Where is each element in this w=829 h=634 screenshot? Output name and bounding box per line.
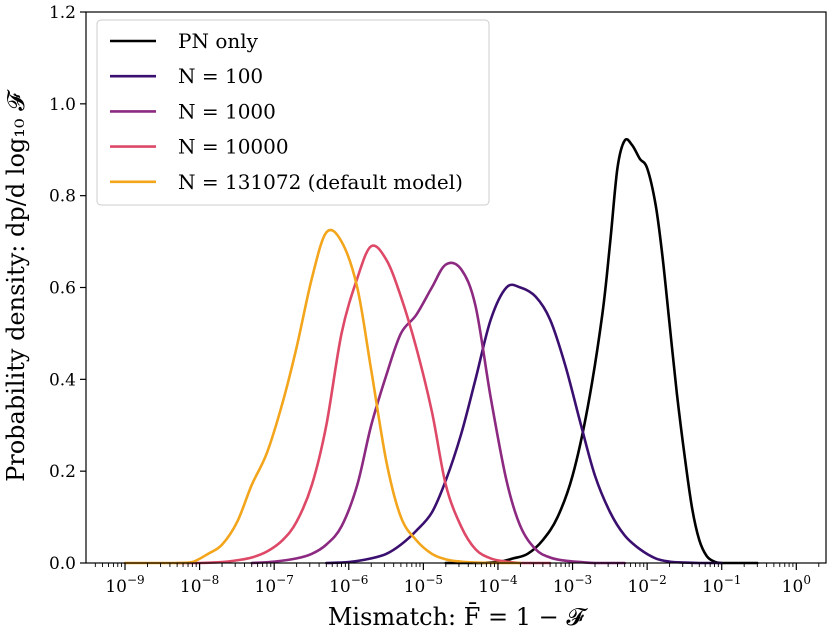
y-tick-label: 0.2 bbox=[49, 462, 76, 482]
series-line-0 bbox=[444, 138, 759, 565]
y-tick-label: 0.4 bbox=[49, 370, 76, 390]
y-tick-label: 0.0 bbox=[49, 554, 76, 574]
x-tick-exponent: −5 bbox=[425, 573, 443, 587]
series-layer bbox=[123, 138, 759, 565]
series-line-4 bbox=[123, 228, 522, 565]
x-tick-exponent: −9 bbox=[127, 573, 145, 587]
legend-label-2: N = 1000 bbox=[178, 99, 276, 123]
x-tick-label: 10−6 bbox=[329, 573, 368, 597]
y-tick-label: 0.6 bbox=[49, 279, 76, 299]
legend-label-0: PN only bbox=[178, 29, 259, 53]
x-tick-label: 100 bbox=[782, 573, 811, 597]
x-tick-exponent: −7 bbox=[276, 573, 294, 587]
x-tick-label: 10−5 bbox=[404, 573, 443, 597]
x-tick-label: 10−3 bbox=[553, 573, 592, 597]
y-axis-label: Probability density: dp/d log₁₀ 𝓕 bbox=[2, 89, 30, 482]
x-tick-label: 10−8 bbox=[180, 573, 219, 597]
x-tick-label: 10−7 bbox=[255, 573, 294, 597]
x-tick-exponent: −8 bbox=[202, 573, 220, 587]
x-tick-exponent: −2 bbox=[649, 573, 667, 587]
legend-label-1: N = 100 bbox=[178, 64, 263, 88]
x-tick-exponent: −3 bbox=[575, 573, 593, 587]
x-tick-exponent: −6 bbox=[351, 573, 369, 587]
x-tick-label: 10−9 bbox=[105, 573, 144, 597]
x-tick-exponent: −4 bbox=[500, 573, 518, 587]
y-tick-label: 1.0 bbox=[49, 95, 76, 115]
x-tick-label: 10−2 bbox=[627, 573, 666, 597]
x-tick-label: 10−4 bbox=[478, 573, 518, 597]
x-tick-label: 10−1 bbox=[702, 573, 741, 597]
labels-layer: Mismatch: F̄ = 1 − 𝓕 Probability density… bbox=[2, 89, 588, 631]
series-line-2 bbox=[250, 261, 626, 565]
x-tick-exponent: 0 bbox=[803, 573, 811, 587]
legend: PN only N = 100 N = 1000 N = 10000 N = 13107… bbox=[96, 19, 490, 206]
x-axis-label: Mismatch: F̄ = 1 − 𝓕 bbox=[328, 603, 589, 631]
series-line-3 bbox=[175, 244, 552, 565]
y-tick-label: 0.8 bbox=[49, 187, 76, 207]
legend-label-4: N = 131072 (default model) bbox=[178, 170, 463, 194]
y-tick-label: 1.2 bbox=[49, 3, 76, 23]
series-line-1 bbox=[325, 283, 724, 565]
x-tick-exponent: −1 bbox=[724, 573, 742, 587]
legend-box bbox=[96, 19, 490, 206]
ticks-layer: 0.0 0.2 0.4 0.6 0.8 1.0 1.2 10−9 10−8 10−7 10−6 10−… bbox=[49, 3, 820, 597]
legend-label-3: N = 10000 bbox=[178, 135, 289, 159]
